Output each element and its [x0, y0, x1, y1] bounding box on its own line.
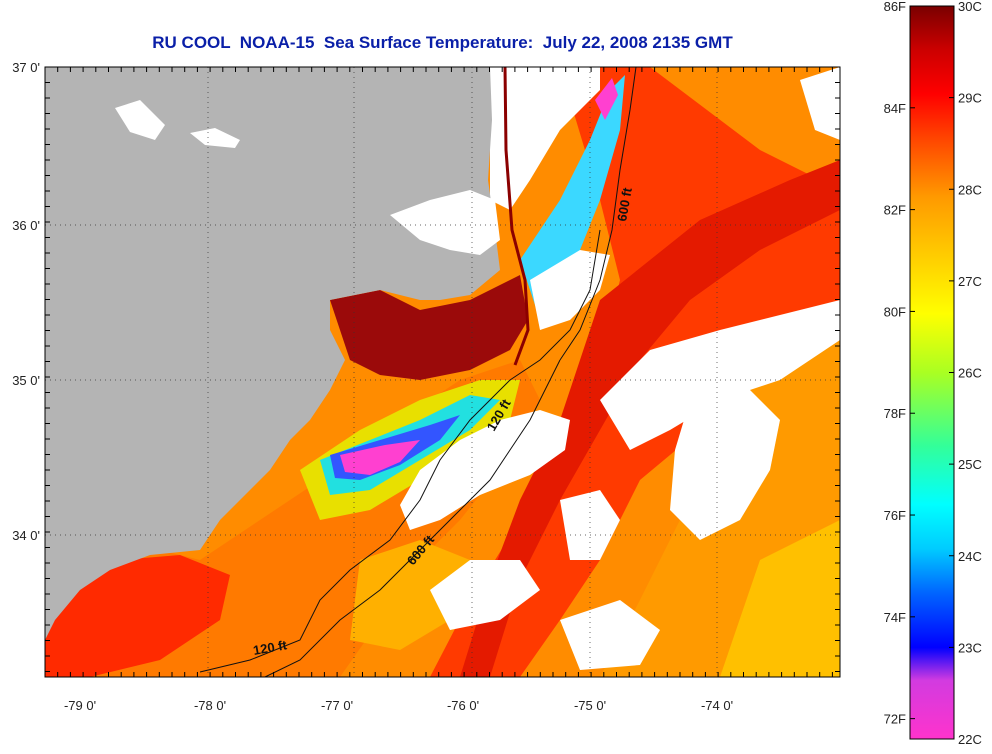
cloud-north [490, 67, 600, 210]
isobath-120ft-north [509, 229, 601, 381]
map-frame [44, 66, 841, 678]
grid-lines [45, 67, 840, 677]
eastern-yellow-patch [720, 520, 840, 677]
cloud-northeast [800, 67, 840, 140]
isobath-contours [199, 67, 637, 677]
colorbar-celsius-label: 25C [958, 457, 982, 472]
yellow-shelf-water [350, 540, 470, 650]
red-nearshore-water [45, 555, 230, 677]
colorbar-fahrenheit-label: 72F [884, 712, 906, 727]
land-mass [45, 67, 500, 640]
minor-ticks [44, 66, 840, 677]
lon-label-78: -78 0' [194, 698, 226, 713]
contour-label-600ft-north: 600 ft [614, 186, 635, 223]
cloud-southeast-2 [560, 490, 620, 560]
isobath-600ft-north [559, 67, 637, 361]
cloud-central [600, 300, 840, 450]
colorbar-ticks [910, 5, 954, 740]
colorbar-fahrenheit-label: 76F [884, 508, 906, 523]
colorbar: 86F 84F 82F 80F 78F 76F 74F 72F 30C 29C 28C 27C 26C… [884, 0, 982, 747]
lon-label-77: -77 0' [321, 698, 353, 713]
lat-label-34: 34 0' [12, 528, 40, 543]
colorbar-fahrenheit-label: 86F [884, 0, 906, 14]
latitude-labels: 37 0' 36 0' 35 0' 34 0' [12, 60, 40, 543]
albemarle-sound [390, 190, 500, 255]
colorbar-fahrenheit-label: 74F [884, 610, 906, 625]
map-area [45, 67, 840, 677]
cloud-far-south [560, 600, 660, 670]
colorbar-fahrenheit-label: 78F [884, 406, 906, 421]
colorbar-celsius-label: 27C [958, 274, 982, 289]
colorbar-celsius-label: 28C [958, 182, 982, 197]
colorbar-fahrenheit-label: 82F [884, 203, 906, 218]
inland-lake-2 [115, 100, 165, 140]
northern-cool-plume [520, 75, 625, 320]
lat-label-35: 35 0' [12, 373, 40, 388]
lon-label-76: -76 0' [447, 698, 479, 713]
longitude-labels: -79 0' -78 0' -77 0' -76 0' -75 0' -74 0… [64, 698, 733, 713]
contour-label-120ft-south: 120 ft [252, 637, 289, 658]
cool-plume-magenta [340, 440, 420, 475]
isobath-120ft-south [199, 379, 511, 673]
lat-label-37: 37 0' [12, 60, 40, 75]
colorbar-celsius-label: 23C [958, 640, 982, 655]
inland-lake [190, 128, 240, 148]
gulf-stream-core [460, 160, 840, 677]
colorbar-fahrenheit-labels: 86F 84F 82F 80F 78F 76F 74F 72F [884, 0, 906, 727]
cloud-hatteras [530, 250, 610, 330]
cloud-southeast [670, 380, 780, 540]
colorbar-celsius-labels: 30C 29C 28C 27C 26C 25C 24C 23C 22C [958, 0, 982, 747]
cloud-south [430, 560, 540, 630]
cloud-cape-lookout [400, 410, 570, 530]
lon-label-75: -75 0' [574, 698, 606, 713]
northern-cool-plume-magenta [595, 78, 618, 120]
pamlico-sound [330, 275, 528, 380]
colorbar-celsius-label: 29C [958, 91, 982, 106]
colorbar-fahrenheit-label: 84F [884, 101, 906, 116]
colorbar-celsius-label: 24C [958, 549, 982, 564]
lat-label-36: 36 0' [12, 218, 40, 233]
colorbar-celsius-label: 22C [958, 732, 982, 747]
outer-banks [503, 67, 530, 366]
colorbar-celsius-label: 30C [958, 0, 982, 14]
lon-label-74: -74 0' [701, 698, 733, 713]
isobath-600ft-south [264, 359, 561, 677]
colorbar-celsius-label: 26C [958, 366, 982, 381]
colorbar-gradient [909, 5, 955, 740]
colorbar-fahrenheit-label: 80F [884, 304, 906, 319]
map-title: RU COOL NOAA-15 Sea Surface Temperature:… [152, 33, 733, 52]
lon-label-79: -79 0' [64, 698, 96, 713]
